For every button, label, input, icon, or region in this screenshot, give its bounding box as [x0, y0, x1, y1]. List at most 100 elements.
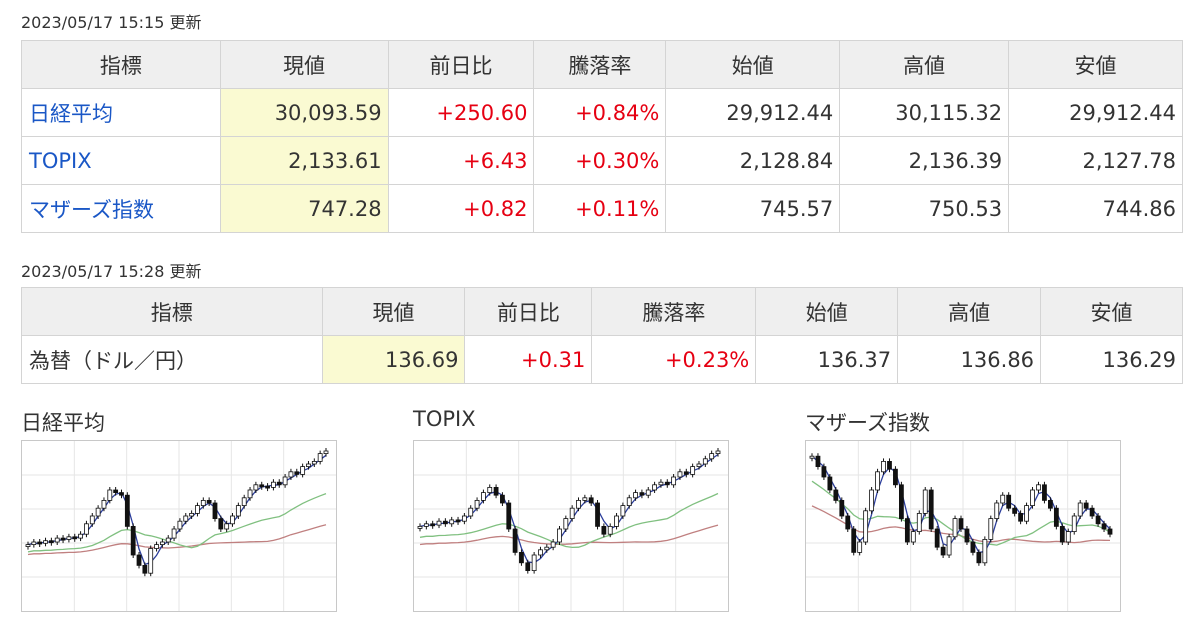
candle-body: [696, 463, 702, 467]
candle-body: [940, 546, 946, 556]
candle-body: [709, 453, 715, 460]
candle-body: [1095, 515, 1101, 525]
candle-body: [815, 455, 821, 467]
candle-body: [423, 523, 429, 527]
low-value: 744.86: [1008, 184, 1183, 233]
candle-body: [626, 497, 632, 506]
ma-long-line: [27, 524, 327, 556]
topix-link[interactable]: TOPIX: [29, 148, 92, 173]
candle-body: [282, 476, 288, 486]
table-row: 為替（ドル／円） 136.69 +0.31 +0.23% 136.37 136.…: [21, 335, 1183, 384]
candle-body: [449, 519, 455, 525]
candle-body: [677, 471, 683, 478]
candle-body: [159, 541, 165, 545]
candle-body: [982, 539, 988, 564]
open-value: 29,912.44: [665, 88, 841, 137]
candle-body: [31, 541, 37, 545]
candle-body: [563, 518, 569, 530]
candle-body: [481, 492, 486, 501]
candle-body: [317, 453, 323, 462]
candle-body: [43, 540, 48, 544]
candle-body: [645, 489, 651, 496]
ma-long-line: [419, 524, 719, 546]
candle-body: [620, 505, 626, 517]
candle-body: [78, 533, 83, 539]
current-value: 2,133.61: [219, 136, 389, 185]
candle-body: [224, 523, 230, 530]
candle-body: [845, 515, 851, 530]
candle-body: [247, 489, 253, 499]
candle-body: [455, 519, 461, 523]
high-value: 2,136.39: [839, 136, 1010, 185]
candle-body: [206, 500, 212, 504]
candle-body: [576, 500, 581, 509]
candle-body: [148, 548, 154, 574]
candle-body: [1101, 523, 1107, 530]
ma-short-line: [27, 454, 327, 566]
table-header-row: 指標 現値 前日比 騰落率 始値 高値 安値: [21, 287, 1183, 336]
nikkei-chart[interactable]: [21, 440, 337, 612]
candle-body: [525, 562, 531, 572]
candle-body: [113, 489, 119, 493]
candle-body: [1024, 505, 1029, 522]
candle-body: [500, 494, 505, 504]
candle-body: [37, 541, 43, 545]
candle-body: [639, 492, 645, 496]
header-change: 前日比: [387, 40, 535, 89]
candle-body: [1042, 484, 1047, 501]
candle-body: [54, 537, 60, 543]
candle-body: [136, 554, 142, 566]
candle-body: [582, 497, 588, 501]
candle-body: [493, 487, 499, 496]
candle-body: [904, 518, 910, 543]
topix-chart[interactable]: [413, 440, 729, 612]
candle-body: [1065, 531, 1071, 543]
candle-body: [671, 476, 677, 486]
current-value: 136.69: [321, 335, 466, 384]
candle-body: [84, 523, 89, 535]
candle-body: [519, 552, 524, 564]
table-header-row: 指標 現値 前日比 騰落率 始値 高値 安値: [21, 40, 1183, 89]
current-value: 747.28: [219, 184, 389, 233]
fx-name: 為替（ドル／円）: [29, 348, 197, 373]
candle-body: [916, 513, 922, 533]
open-value: 136.37: [755, 335, 899, 384]
candle-body: [851, 528, 857, 553]
candle-body: [200, 500, 206, 507]
low-value: 2,127.78: [1008, 136, 1183, 185]
row-name-cell: 日経平均: [21, 88, 221, 137]
high-value: 136.86: [897, 335, 1042, 384]
candle-body: [1083, 502, 1089, 509]
candle-body: [89, 515, 95, 525]
mothers-chart[interactable]: [805, 440, 1121, 612]
mothers-link[interactable]: マザーズ指数: [29, 197, 154, 222]
fx-timestamp: 2023/05/17 15:28 更新: [21, 262, 202, 281]
candle-body: [276, 481, 282, 486]
header-current: 現値: [321, 287, 466, 336]
candle-body: [595, 502, 600, 527]
ma-mid-line: [811, 480, 1111, 546]
header-change: 前日比: [464, 287, 593, 336]
candle-body: [922, 489, 928, 514]
candlestick-chart: [22, 441, 336, 611]
candle-body: [154, 544, 159, 549]
nikkei-link[interactable]: 日経平均: [29, 101, 113, 126]
candle-body: [130, 526, 136, 556]
candle-body: [863, 510, 869, 543]
high-value: 30,115.32: [839, 88, 1010, 137]
change-value: +6.43: [387, 136, 535, 185]
candle-body: [1047, 500, 1053, 509]
candle-body: [557, 528, 562, 543]
candle-body: [442, 520, 448, 525]
ma-mid-line: [27, 492, 327, 553]
candle-body: [1012, 507, 1018, 514]
candle-body: [195, 505, 200, 514]
candle-body: [101, 500, 107, 509]
header-indicator: 指標: [21, 40, 221, 89]
candle-body: [881, 460, 886, 473]
chart-title: 日経平均: [21, 411, 105, 435]
candle-body: [165, 537, 171, 543]
chart-title: TOPIX: [413, 407, 476, 431]
header-indicator: 指標: [21, 287, 323, 336]
index-quote-table: 指標 現値 前日比 騰落率 始値 高値 安値 日経平均 30,093.59 +2…: [21, 40, 1183, 233]
